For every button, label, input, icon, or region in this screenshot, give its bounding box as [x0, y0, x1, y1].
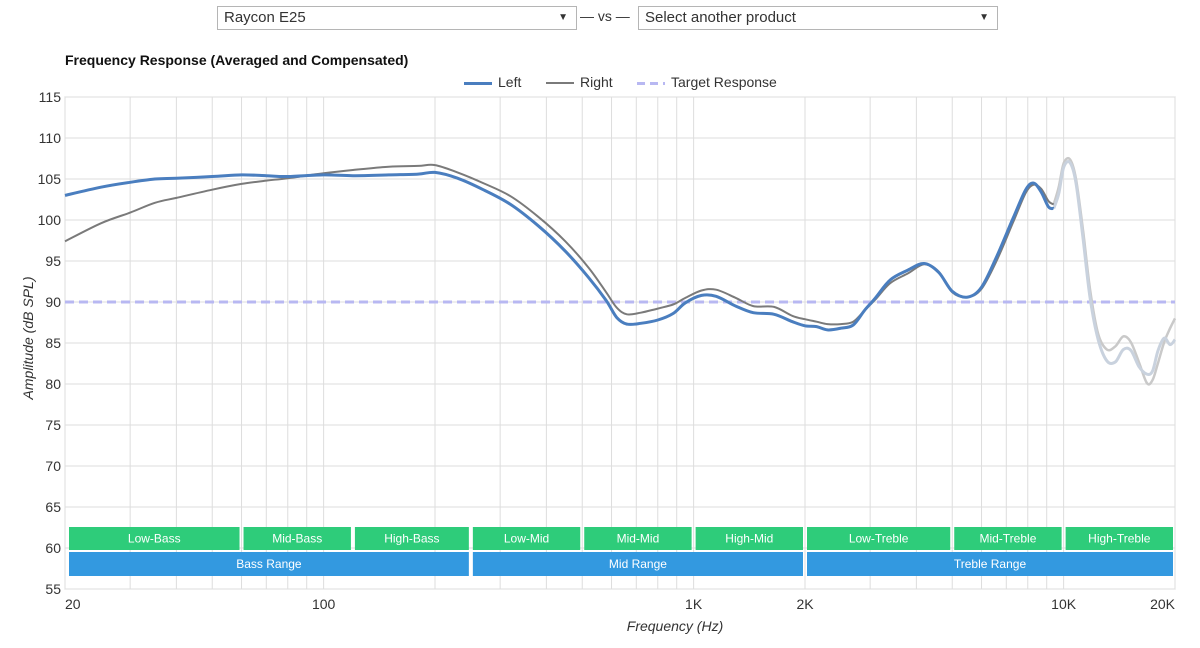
x-axis-label: Frequency (Hz)	[627, 618, 723, 634]
x-tick-label: 1K	[685, 596, 703, 612]
legend-item-left[interactable]: Left	[464, 74, 521, 92]
x-tick-label: 10K	[1051, 596, 1077, 612]
band-row1-label: Low-Treble	[849, 532, 909, 546]
band-row1-label: High-Bass	[384, 532, 439, 546]
legend-label-left: Left	[498, 74, 522, 90]
band-row1-label: Low-Mid	[504, 532, 549, 546]
band-row1-label: Mid-Mid	[617, 532, 660, 546]
product-select-left[interactable]: Raycon E25 ▼	[217, 6, 577, 30]
y-tick-label: 65	[45, 499, 61, 515]
product-select-right-value: Select another product	[645, 9, 796, 26]
left-series-faded-line	[1052, 160, 1177, 376]
band-row2-label: Bass Range	[236, 557, 302, 571]
y-tick-label: 90	[45, 294, 61, 310]
y-axis-label: Amplitude (dB SPL)	[20, 277, 36, 401]
y-tick-label: 80	[45, 376, 61, 392]
product-select-right[interactable]: Select another product ▼	[638, 6, 998, 30]
band-row1-block	[584, 527, 692, 550]
band-row1-block	[954, 527, 1062, 550]
y-tick-label: 75	[45, 417, 61, 433]
legend-item-target[interactable]: Target Response	[637, 74, 777, 92]
y-tick-label: 95	[45, 253, 61, 269]
x-tick-label: 20K	[1150, 596, 1176, 612]
legend-swatch-target	[637, 81, 665, 85]
legend-item-right[interactable]: Right	[546, 74, 613, 92]
product-selector-bar: Raycon E25 ▼ — vs — Select another produ…	[0, 6, 1200, 32]
band-row1-label: High-Treble	[1088, 532, 1151, 546]
x-tick-label: 100	[312, 596, 336, 612]
band-row1-block	[695, 527, 803, 550]
band-row1-label: Low-Bass	[128, 532, 181, 546]
band-row1-block	[807, 527, 951, 550]
legend-label-right: Right	[580, 74, 613, 90]
left-series-line	[64, 170, 1055, 332]
vs-separator: — vs —	[580, 8, 630, 24]
band-row2-label: Mid Range	[609, 557, 667, 571]
band-row1-block	[243, 527, 351, 550]
chevron-down-icon: ▼	[979, 12, 989, 23]
band-row1-block	[354, 527, 469, 550]
right-series-faded-line	[1052, 156, 1177, 386]
band-row1-label: Mid-Bass	[272, 532, 322, 546]
y-tick-label: 105	[38, 171, 62, 187]
chevron-down-icon: ▼	[558, 12, 568, 23]
legend-label-target: Target Response	[671, 74, 777, 90]
band-row2-block	[807, 552, 1173, 576]
chart-title: Frequency Response (Averaged and Compens…	[65, 52, 409, 68]
band-row1-block	[472, 527, 581, 550]
y-tick-label: 110	[39, 130, 62, 146]
band-row2-block	[472, 552, 803, 576]
band-row1-label: High-Mid	[725, 532, 773, 546]
x-tick-label: 20	[65, 596, 81, 612]
y-tick-label: 100	[38, 212, 62, 228]
band-row1-block	[1065, 527, 1173, 550]
x-tick-label: 2K	[796, 596, 814, 612]
y-tick-label: 70	[45, 458, 61, 474]
legend-swatch-right	[546, 82, 574, 85]
y-tick-label: 85	[45, 335, 61, 351]
product-select-left-value: Raycon E25	[224, 9, 306, 26]
band-row2-label: Treble Range	[954, 557, 1027, 571]
band-row2-block	[69, 552, 469, 576]
band-row1-label: Mid-Treble	[979, 532, 1036, 546]
band-row1-block	[69, 527, 240, 550]
y-tick-label: 60	[45, 540, 61, 556]
y-tick-label: 55	[45, 581, 61, 597]
legend-swatch-left	[464, 81, 492, 85]
y-tick-label: 115	[39, 89, 62, 105]
